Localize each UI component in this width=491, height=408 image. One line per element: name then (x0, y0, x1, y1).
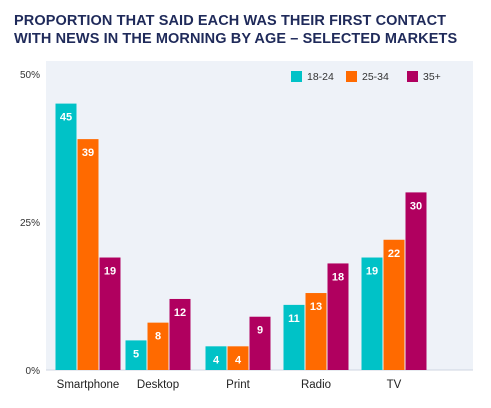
bar-value-label: 22 (388, 248, 400, 260)
bar-value-label: 19 (104, 266, 116, 278)
bar (55, 103, 77, 370)
bar (169, 298, 191, 370)
bar-value-label: 18 (332, 271, 344, 283)
bar-value-label: 9 (257, 325, 263, 337)
bar-value-label: 4 (213, 354, 220, 366)
legend-swatch (291, 71, 302, 82)
bars-group (55, 103, 427, 370)
bar (283, 304, 305, 370)
y-axis: 0% 25% 50% (20, 70, 40, 377)
bar (405, 192, 427, 370)
x-axis: Smartphone Desktop Print Radio TV (57, 379, 402, 391)
legend-label: 18-24 (307, 71, 334, 83)
bar (125, 340, 147, 370)
y-tick-label: 0% (26, 366, 41, 377)
x-tick-label: Radio (301, 379, 331, 391)
bar (383, 239, 405, 370)
legend: 18-24 25-34 35+ (291, 71, 441, 83)
bar-value-label: 4 (235, 354, 242, 366)
bar-value-label: 12 (174, 307, 186, 319)
bar (227, 346, 249, 370)
bar (249, 316, 271, 370)
legend-swatch (407, 71, 418, 82)
bar (327, 263, 349, 370)
bar (305, 293, 327, 370)
bar-value-label: 19 (366, 266, 378, 278)
bar-value-label: 11 (288, 313, 300, 325)
bar-value-label: 13 (310, 301, 322, 313)
x-tick-label: TV (387, 379, 402, 391)
y-tick-label: 50% (20, 70, 40, 81)
y-tick-label: 25% (20, 218, 40, 229)
bar-value-label: 5 (133, 348, 139, 360)
x-tick-label: Print (226, 379, 250, 391)
x-tick-label: Smartphone (57, 379, 120, 391)
bar (99, 257, 121, 370)
bar-value-label: 8 (155, 331, 161, 343)
legend-label: 35+ (423, 71, 441, 83)
value-labels-group: 45 39 19 5 8 12 4 4 9 11 13 18 19 22 30 (60, 112, 422, 367)
legend-label: 25-34 (362, 71, 389, 83)
bar (205, 346, 227, 370)
legend-swatch (346, 71, 357, 82)
chart-title: PROPORTION THAT SAID EACH WAS THEIR FIRS… (14, 13, 458, 47)
bar-value-label: 30 (410, 200, 422, 212)
bar (361, 257, 383, 370)
x-tick-label: Desktop (137, 379, 179, 391)
bar-value-label: 45 (60, 112, 72, 124)
bar (77, 139, 99, 370)
bar-value-label: 39 (82, 147, 94, 159)
bar (147, 322, 169, 370)
